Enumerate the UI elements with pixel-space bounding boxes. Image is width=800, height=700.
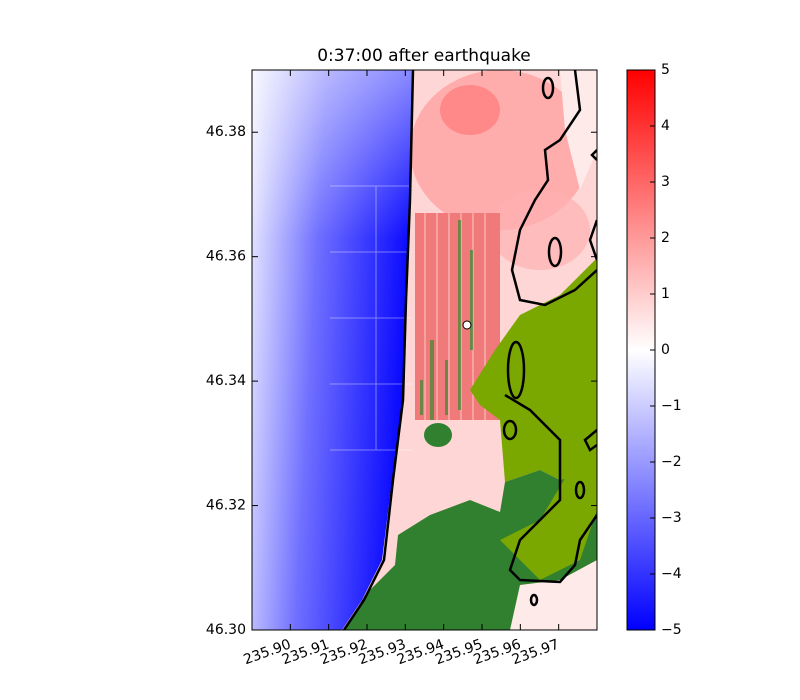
y-tick-label: 46.30 xyxy=(206,622,246,638)
chart-title: 0:37:00 after earthquake xyxy=(317,46,531,66)
high-water xyxy=(440,85,500,135)
city-vegetation xyxy=(420,220,473,420)
y-tick-label: 46.38 xyxy=(206,124,246,140)
low-water xyxy=(560,70,597,190)
high-water xyxy=(490,190,590,270)
colorbar-tick-label: 3 xyxy=(661,174,670,190)
colorbar-tick-label: −4 xyxy=(661,566,682,582)
sea-shade xyxy=(252,70,412,630)
plot-frame xyxy=(251,69,598,631)
gauge-point xyxy=(462,320,472,330)
dry-land xyxy=(470,258,597,482)
colorbar-tick-label: 5 xyxy=(661,62,670,78)
colorbar-tick-label: 1 xyxy=(661,286,670,302)
low-water xyxy=(510,560,597,630)
y-tick-label: 46.36 xyxy=(206,249,246,265)
colorbar-tick-label: 0 xyxy=(661,342,670,358)
y-tick-label: 46.34 xyxy=(206,373,246,389)
map xyxy=(252,70,597,630)
colorbar-tick-label: 2 xyxy=(661,230,670,246)
colorbar-tick-label: −5 xyxy=(661,622,682,638)
colorbar-tick-label: −1 xyxy=(661,398,682,414)
dry-land xyxy=(500,450,597,580)
survey-grid xyxy=(330,185,412,451)
y-tick-label: 46.32 xyxy=(206,498,246,514)
colorbar-tick-label: −3 xyxy=(661,510,682,526)
colorbar-tick-label: 4 xyxy=(661,118,670,134)
contour xyxy=(342,70,597,630)
dry-land xyxy=(424,423,452,447)
colorbar-tick-label: −2 xyxy=(661,454,682,470)
